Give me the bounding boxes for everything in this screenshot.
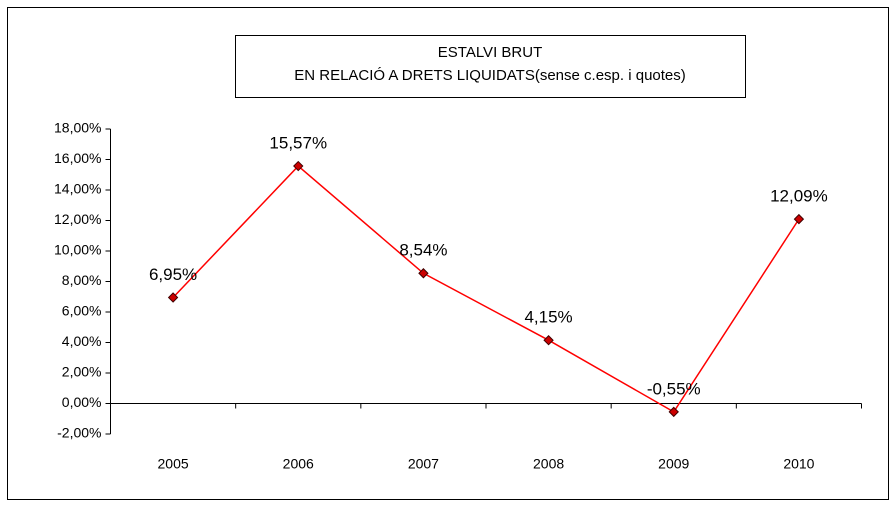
data-marker — [293, 160, 304, 172]
y-tick-label: 2,00% — [62, 364, 102, 380]
data-label: -0,55% — [647, 379, 701, 398]
data-line — [172, 165, 800, 413]
x-tick-label: 2008 — [533, 456, 564, 472]
data-label: 8,54% — [399, 241, 447, 260]
y-tick-label: 10,00% — [54, 242, 101, 258]
data-marker — [668, 406, 679, 418]
chart-subtitle: EN RELACIÓ A DRETS LIQUIDATS(sense c.esp… — [294, 67, 686, 84]
title-box — [235, 35, 746, 98]
y-tick-label: 18,00% — [54, 120, 101, 136]
data-marker — [543, 335, 554, 346]
x-tick-label: 2007 — [408, 456, 439, 472]
data-marker — [793, 213, 805, 225]
y-tick-label: 12,00% — [54, 211, 101, 227]
y-tick-label: -2,00% — [57, 425, 101, 441]
y-tick-label: 6,00% — [62, 303, 102, 319]
data-marker — [418, 268, 429, 279]
x-tick-label: 2009 — [658, 456, 689, 472]
x-tick-label: 2010 — [783, 456, 814, 472]
data-marker — [167, 292, 179, 303]
x-tick-label: 2006 — [283, 456, 314, 472]
data-label: 4,15% — [524, 308, 572, 327]
y-tick-label: 14,00% — [54, 181, 101, 197]
x-tick-label: 2005 — [158, 456, 189, 472]
chart-title: ESTALVI BRUT — [438, 44, 542, 61]
data-label: 12,09% — [770, 187, 828, 206]
y-tick-label: 4,00% — [62, 333, 102, 349]
data-label: 6,95% — [149, 265, 197, 284]
y-tick-label: 16,00% — [54, 150, 101, 166]
data-label: 15,57% — [269, 134, 327, 153]
y-tick-label: 0,00% — [62, 394, 102, 410]
y-tick-label: 8,00% — [62, 272, 102, 288]
